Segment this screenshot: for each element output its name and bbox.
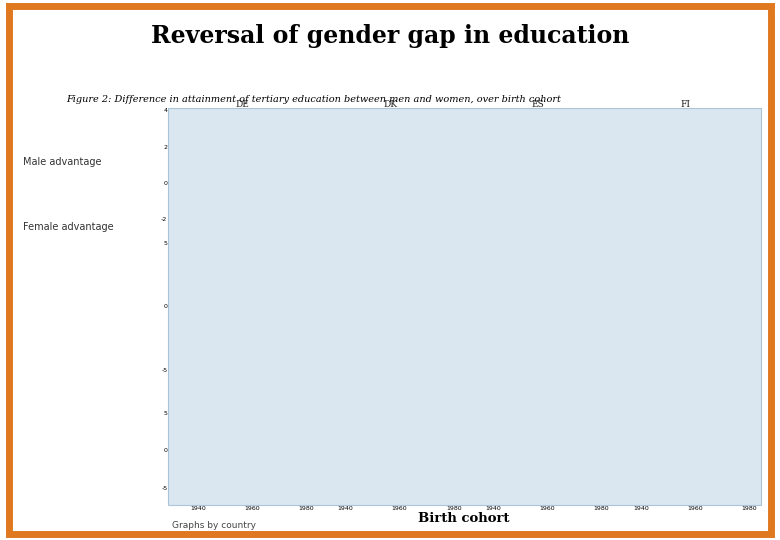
Title: IL: IL: [385, 233, 395, 242]
Text: Birth cohort: Birth cohort: [418, 512, 510, 525]
Title: NL: NL: [236, 366, 250, 375]
Title: IT: IT: [534, 233, 543, 242]
Title: NO: NO: [382, 366, 398, 375]
Text: Figure 2: Difference in attainment of tertiary education between men and women, : Figure 2: Difference in attainment of te…: [66, 94, 561, 104]
Text: Female advantage: Female advantage: [23, 222, 114, 232]
Title: US: US: [679, 366, 693, 375]
Text: Male advantage: Male advantage: [23, 157, 102, 167]
Title: LU: LU: [679, 233, 693, 242]
Title: DK: DK: [383, 100, 397, 110]
Title: FI: FI: [681, 100, 691, 110]
Title: ES: ES: [532, 100, 544, 110]
Title: FR: FR: [236, 233, 249, 242]
Text: Reversal of gender gap in education: Reversal of gender gap in education: [151, 24, 629, 48]
Title: UK: UK: [530, 366, 545, 375]
Text: Graphs by country: Graphs by country: [172, 521, 256, 530]
Title: DE: DE: [236, 100, 250, 110]
